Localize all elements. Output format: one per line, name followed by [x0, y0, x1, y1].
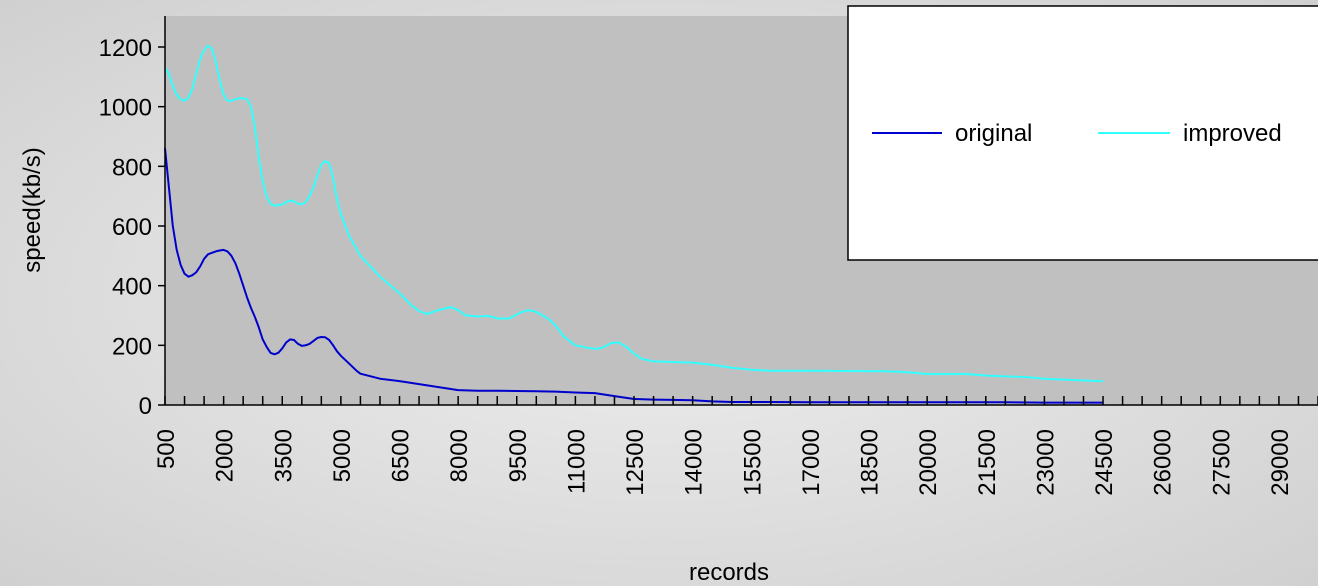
legend-label-original: original	[955, 120, 1032, 147]
x-axis-title: records	[689, 559, 769, 586]
x-tick-label: 21500	[974, 429, 1001, 496]
x-tick-label: 27500	[1208, 429, 1235, 496]
legend-label-improved: improved	[1183, 120, 1282, 147]
x-tick-label: 8000	[446, 429, 473, 482]
series-line-original	[164, 148, 1103, 404]
y-tick-label: 1200	[99, 35, 152, 62]
x-tick-label: 24500	[1091, 429, 1118, 496]
legend: original improved	[847, 5, 1318, 261]
y-tick-label: 800	[112, 154, 152, 181]
x-tick-label: 15500	[739, 429, 766, 496]
series-layer	[164, 44, 1104, 404]
x-tick-label: 6500	[388, 429, 415, 482]
x-tick-label: 14000	[681, 429, 708, 496]
x-axis-ticks: 500 2000 3500 5000 6500 8000 9500 11000 12500 140…	[153, 396, 1318, 496]
x-tick-label: 9500	[505, 429, 532, 482]
y-axis-title: speed(kb/s)	[19, 147, 46, 272]
x-tick-label: 17000	[798, 429, 825, 496]
y-tick-label: 200	[112, 333, 152, 360]
x-tick-label: 23000	[1032, 429, 1059, 496]
y-tick-label: 600	[112, 214, 152, 241]
x-tick-label: 11000	[563, 429, 590, 494]
x-tick-label: 500	[153, 429, 180, 469]
y-tick-label: 1000	[99, 95, 152, 122]
x-tick-label: 2000	[212, 429, 239, 482]
x-tick-label: 12500	[622, 429, 649, 496]
y-tick-label: 400	[112, 274, 152, 301]
x-tick-label: 29000	[1267, 429, 1294, 496]
x-tick-label: 20000	[915, 429, 942, 496]
y-tick-label: 0	[139, 393, 152, 420]
y-axis-ticks: 0 200 400 600 800 1000 1200	[99, 35, 165, 420]
x-tick-label: 5000	[329, 429, 356, 482]
x-tick-label: 18500	[857, 429, 884, 496]
x-tick-label: 26000	[1150, 429, 1177, 496]
series-line-improved	[164, 44, 1104, 383]
x-tick-label: 3500	[270, 429, 297, 482]
